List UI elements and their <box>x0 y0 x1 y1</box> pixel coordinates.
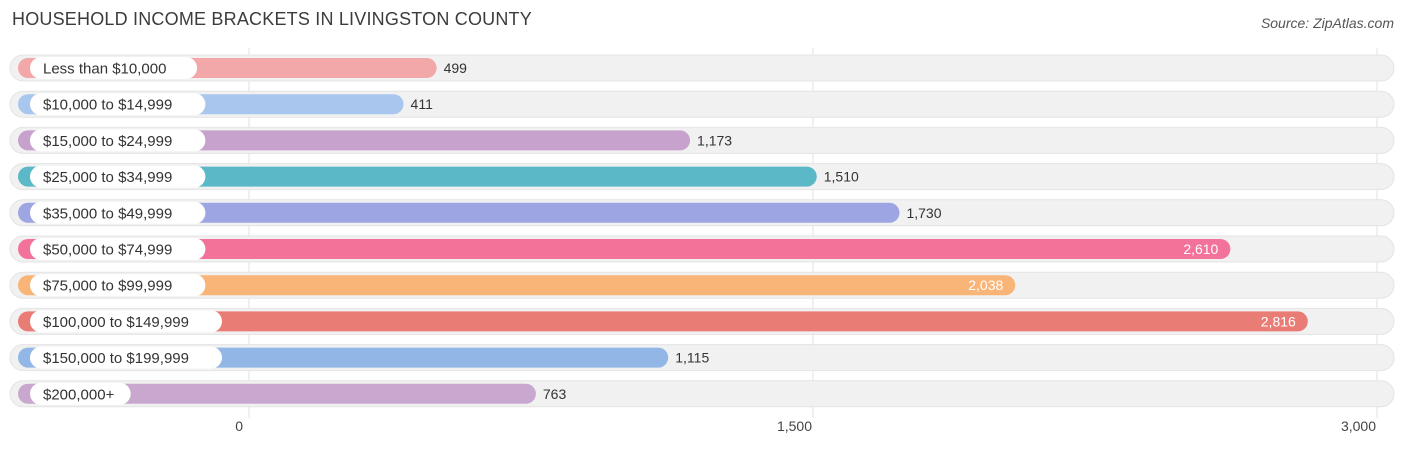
chart-title: HOUSEHOLD INCOME BRACKETS IN LIVINGSTON … <box>12 9 532 29</box>
value-label: 1,173 <box>697 132 732 148</box>
category-label-pill <box>30 238 206 260</box>
value-label: 2,610 <box>1183 241 1218 257</box>
bar <box>18 166 817 187</box>
bar <box>18 239 1231 259</box>
category-label: $150,000 to $199,999 <box>43 350 189 367</box>
bar <box>18 311 1308 332</box>
category-label: $100,000 to $149,999 <box>43 314 189 331</box>
category-label: $35,000 to $49,999 <box>43 205 172 222</box>
category-label: $200,000+ <box>43 386 115 403</box>
value-label: 2,038 <box>968 277 1003 293</box>
bar <box>18 275 1016 296</box>
value-label: 411 <box>411 96 434 112</box>
x-axis-ticks: 0 1,500 3,000 <box>235 418 1376 434</box>
value-label: 1,730 <box>906 205 941 221</box>
category-label: $15,000 to $24,999 <box>43 133 172 150</box>
source-credit: Source: ZipAtlas.com <box>1260 15 1394 31</box>
category-label-pill <box>30 382 131 405</box>
category-label-pill <box>30 57 198 79</box>
value-label: 1,115 <box>675 350 709 366</box>
value-label: 499 <box>444 60 468 76</box>
category-label: Less than $10,000 <box>43 61 166 78</box>
x-tick-label: 1,500 <box>777 418 812 434</box>
category-label-pill <box>30 310 222 333</box>
bar <box>18 202 900 223</box>
value-label: 763 <box>543 386 567 402</box>
category-label: $25,000 to $34,999 <box>43 169 172 186</box>
category-label-pill <box>30 129 206 152</box>
value-label: 2,816 <box>1261 313 1296 329</box>
category-label: $10,000 to $14,999 <box>43 97 172 114</box>
category-label: $50,000 to $74,999 <box>43 242 172 259</box>
bar <box>18 383 536 404</box>
bars: Less than $10,000 499 $10,000 to $14,999 41… <box>18 57 1308 405</box>
value-label: 1,510 <box>824 169 859 185</box>
category-label-pill <box>30 165 206 188</box>
category-label-pill <box>30 201 206 224</box>
x-tick-label: 0 <box>235 418 243 434</box>
category-label-pill <box>30 93 206 116</box>
x-tick-label: 3,000 <box>1341 418 1376 434</box>
category-label: $75,000 to $99,999 <box>43 278 172 295</box>
category-label-pill <box>30 346 222 369</box>
category-label-pill <box>30 274 206 297</box>
